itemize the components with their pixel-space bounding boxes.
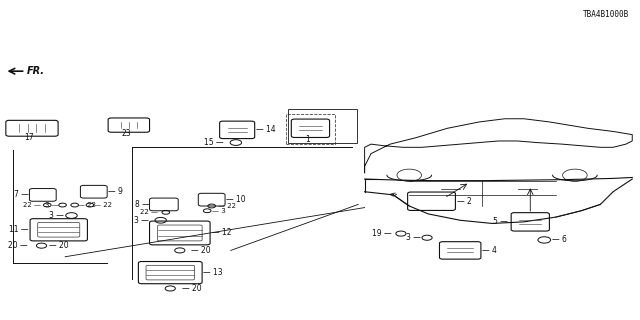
Text: — 4: — 4 <box>483 246 497 255</box>
Text: — 12: — 12 <box>212 228 231 237</box>
Text: 22 —: 22 — <box>23 202 41 208</box>
Text: — 20: — 20 <box>191 246 211 255</box>
Text: — 9: — 9 <box>108 187 123 196</box>
Text: 8 —: 8 — <box>135 200 150 209</box>
Text: 7 —: 7 — <box>14 190 29 199</box>
Text: 15 —: 15 — <box>204 138 223 147</box>
Text: 23: 23 <box>121 129 131 138</box>
Text: 20 —: 20 — <box>8 241 28 250</box>
Text: — 22: — 22 <box>94 202 112 208</box>
Text: 22 —: 22 — <box>140 209 157 215</box>
Bar <box>288 109 357 143</box>
Text: — 10: — 10 <box>226 195 245 204</box>
Text: — 6: — 6 <box>552 236 567 244</box>
Text: 3 —: 3 — <box>406 233 420 242</box>
Text: — 13: — 13 <box>204 268 223 277</box>
Text: 3 —: 3 — <box>45 202 59 208</box>
Text: — 14: — 14 <box>256 125 276 134</box>
Text: — 2: — 2 <box>457 197 472 206</box>
Text: — 22: — 22 <box>78 202 96 208</box>
Text: 19 —: 19 — <box>372 229 392 238</box>
Text: 1: 1 <box>305 135 310 144</box>
Text: — 22: — 22 <box>218 203 236 209</box>
Text: 3 —: 3 — <box>49 211 64 220</box>
Text: 11 —: 11 — <box>9 225 28 234</box>
Text: 3 —: 3 — <box>134 216 149 225</box>
Text: 5 —: 5 — <box>493 217 508 226</box>
Text: — 3: — 3 <box>212 208 225 214</box>
Text: — 20: — 20 <box>182 284 202 293</box>
Text: — 20: — 20 <box>49 241 69 250</box>
Text: TBA4B1000B: TBA4B1000B <box>583 10 629 19</box>
Text: 17: 17 <box>24 133 34 142</box>
Text: FR.: FR. <box>27 66 45 76</box>
